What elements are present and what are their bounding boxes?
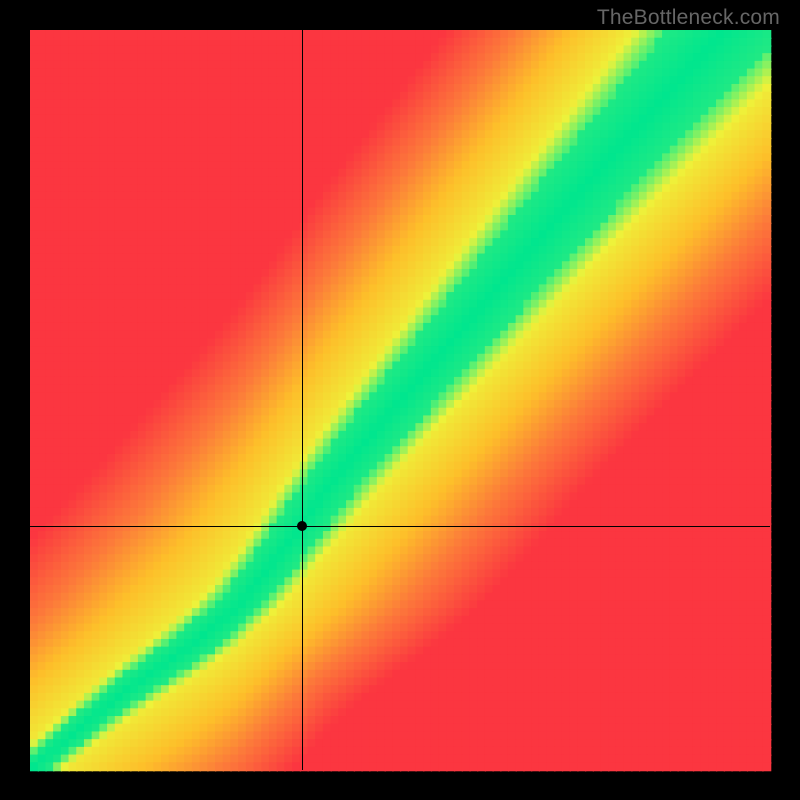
chart-container: TheBottleneck.com [0, 0, 800, 800]
bottleneck-heatmap-canvas [0, 0, 800, 800]
crosshair-dot [297, 521, 307, 531]
crosshair-horizontal [30, 526, 770, 527]
watermark-text: TheBottleneck.com [597, 6, 780, 30]
crosshair-vertical [302, 30, 303, 770]
